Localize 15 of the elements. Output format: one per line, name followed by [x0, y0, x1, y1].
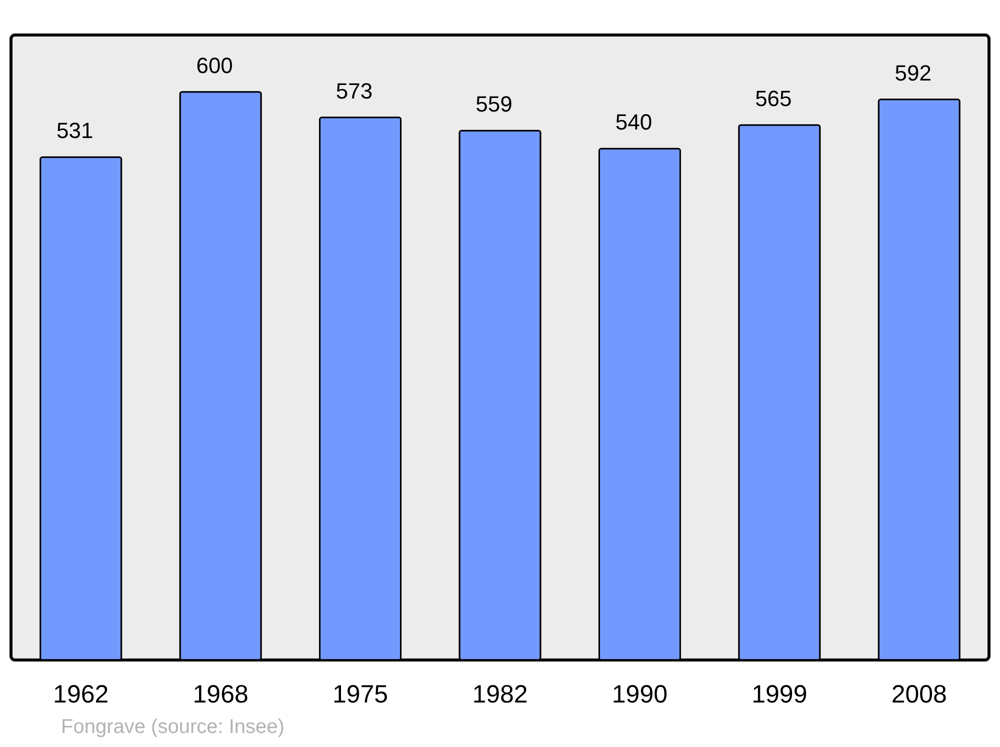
text: Fongrave (source: Insee) [61, 716, 284, 738]
data-label: 559 [476, 92, 512, 117]
data-label: 592 [894, 60, 932, 86]
x-tick-label: 2008 [891, 680, 947, 708]
x-tick-label: 1975 [332, 680, 388, 708]
data-label: 600 [196, 52, 233, 78]
data-label: 573 [336, 78, 373, 104]
data-label: 531 [56, 118, 94, 144]
x-tick-label: 1982 [472, 680, 528, 708]
data-label: 565 [755, 86, 792, 111]
x-tick-label: 1999 [752, 680, 808, 708]
data-label: 540 [615, 110, 652, 135]
x-tick-label: 1968 [192, 680, 248, 708]
x-tick-label: 1990 [612, 680, 668, 708]
x-tick-label: 1962 [53, 680, 109, 708]
